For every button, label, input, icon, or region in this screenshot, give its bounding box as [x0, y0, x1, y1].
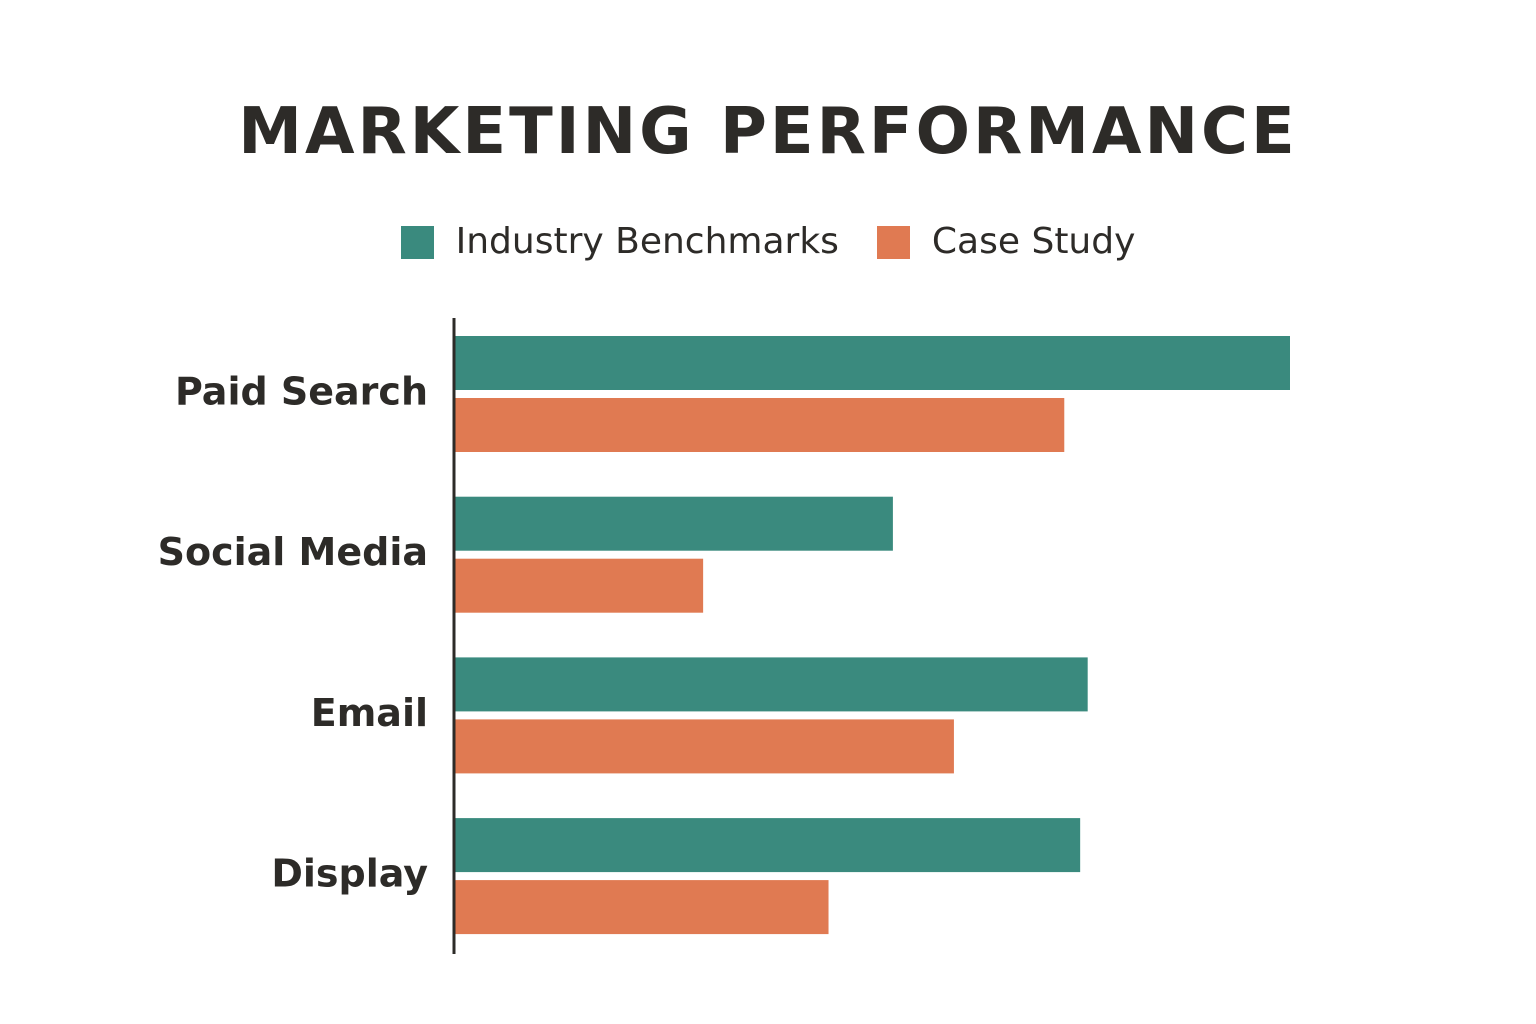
- bar-display-industry-benchmarks: [454, 818, 1081, 873]
- category-label-display: Display: [271, 852, 428, 896]
- legend-item-case-study: Case Study: [876, 218, 1136, 266]
- bar-display-case-study: [454, 880, 829, 935]
- category-label-paid-search: Paid Search: [175, 370, 428, 414]
- category-label-email: Email: [311, 691, 428, 735]
- legend-label-case-study: Case Study: [931, 221, 1136, 262]
- legend-swatch-case-study: [876, 225, 910, 259]
- category-label-social-media: Social Media: [158, 530, 428, 574]
- legend-label-industry-benchmarks: Industry Benchmarks: [455, 221, 839, 262]
- chart-title: MARKETING PERFORMANCE: [238, 95, 1298, 169]
- legend-swatch-industry-benchmarks: [400, 225, 434, 259]
- bar-social-media-industry-benchmarks: [454, 496, 893, 551]
- bar-email-industry-benchmarks: [454, 657, 1088, 712]
- bar-email-case-study: [454, 719, 954, 774]
- bar-paid-search-case-study: [454, 398, 1065, 452]
- bar-paid-search-industry-benchmarks: [454, 336, 1290, 390]
- legend: Industry Benchmarks Case Study: [0, 218, 1536, 266]
- legend-item-industry-benchmarks: Industry Benchmarks: [400, 218, 839, 266]
- bar-social-media-case-study: [454, 558, 704, 613]
